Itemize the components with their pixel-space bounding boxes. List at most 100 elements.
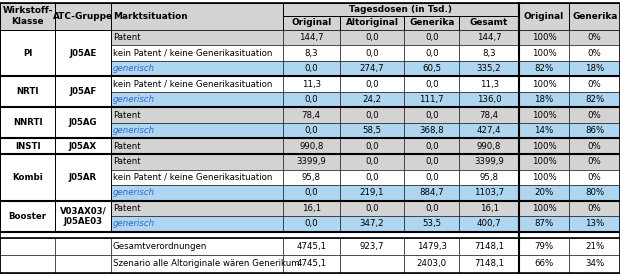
Text: 100%: 100% xyxy=(532,33,557,42)
Text: 1103,7: 1103,7 xyxy=(474,188,504,197)
Text: 16,1: 16,1 xyxy=(302,204,321,213)
Bar xyxy=(110,2,283,30)
Text: 0,0: 0,0 xyxy=(304,95,318,104)
Bar xyxy=(519,255,569,273)
Text: 18%: 18% xyxy=(585,64,604,73)
Bar xyxy=(55,170,110,185)
Text: 34%: 34% xyxy=(585,259,604,268)
Text: 0,0: 0,0 xyxy=(304,219,318,229)
Bar xyxy=(459,139,519,154)
Bar xyxy=(55,2,110,30)
Bar xyxy=(0,216,55,232)
Text: 0,0: 0,0 xyxy=(425,48,438,57)
Bar xyxy=(340,92,404,108)
Bar xyxy=(459,16,519,30)
Text: 0,0: 0,0 xyxy=(425,111,438,120)
Bar xyxy=(110,30,283,45)
Bar xyxy=(404,216,459,232)
Bar xyxy=(519,61,569,76)
Text: 0,0: 0,0 xyxy=(365,204,379,213)
Bar xyxy=(404,185,459,201)
Text: Generika: Generika xyxy=(572,12,618,21)
Text: 21%: 21% xyxy=(585,242,604,251)
Bar xyxy=(55,108,110,123)
Bar xyxy=(569,2,620,30)
Text: J05AF: J05AF xyxy=(69,87,97,96)
Bar xyxy=(340,154,404,170)
Bar xyxy=(283,154,340,170)
Text: 427,4: 427,4 xyxy=(477,126,502,135)
Text: generisch: generisch xyxy=(113,188,155,197)
Text: 7148,1: 7148,1 xyxy=(474,259,504,268)
Bar xyxy=(459,238,519,255)
Text: 4745,1: 4745,1 xyxy=(296,259,326,268)
Bar xyxy=(569,61,620,76)
Bar xyxy=(340,139,404,154)
Bar xyxy=(55,108,110,139)
Text: 0,0: 0,0 xyxy=(304,126,318,135)
Bar xyxy=(283,170,340,185)
Bar xyxy=(283,76,340,92)
Text: Kombi: Kombi xyxy=(12,173,43,182)
Bar xyxy=(340,108,404,123)
Text: J05AG: J05AG xyxy=(69,119,97,127)
Bar xyxy=(0,76,55,92)
Text: 4745,1: 4745,1 xyxy=(296,242,326,251)
Text: 58,5: 58,5 xyxy=(363,126,382,135)
Bar xyxy=(519,45,569,61)
Bar xyxy=(55,123,110,139)
Text: 0,0: 0,0 xyxy=(304,64,318,73)
Bar xyxy=(404,170,459,185)
Text: 990,8: 990,8 xyxy=(477,142,502,151)
Bar xyxy=(283,201,340,216)
Text: INSTI: INSTI xyxy=(15,142,40,151)
Bar xyxy=(404,61,459,76)
Text: 100%: 100% xyxy=(532,79,557,89)
Bar xyxy=(459,30,519,45)
Bar xyxy=(459,185,519,201)
Bar xyxy=(519,30,569,45)
Text: generisch: generisch xyxy=(113,126,155,135)
Text: 8,3: 8,3 xyxy=(482,48,496,57)
Bar xyxy=(0,108,55,139)
Text: 0,0: 0,0 xyxy=(425,142,438,151)
Bar xyxy=(55,154,110,201)
Bar xyxy=(404,154,459,170)
Text: Patent: Patent xyxy=(113,204,140,213)
Bar xyxy=(0,154,55,201)
Text: 3399,9: 3399,9 xyxy=(474,157,504,166)
Bar xyxy=(459,255,519,273)
Bar xyxy=(404,76,459,92)
Bar xyxy=(459,123,519,139)
Bar xyxy=(404,238,459,255)
Bar xyxy=(340,45,404,61)
Bar xyxy=(340,76,404,92)
Bar xyxy=(519,139,569,154)
Bar xyxy=(55,30,110,76)
Text: NNRTI: NNRTI xyxy=(13,119,43,127)
Bar xyxy=(569,45,620,61)
Text: PI: PI xyxy=(23,48,32,57)
Text: 18%: 18% xyxy=(534,95,554,104)
Bar xyxy=(0,30,55,76)
Text: 82%: 82% xyxy=(534,64,554,73)
Bar xyxy=(459,201,519,216)
Text: Original: Original xyxy=(524,12,564,21)
Text: 0%: 0% xyxy=(588,111,601,120)
Bar xyxy=(55,201,110,232)
Bar xyxy=(283,238,340,255)
Bar xyxy=(110,238,283,255)
Bar xyxy=(340,238,404,255)
Bar xyxy=(340,201,404,216)
Bar xyxy=(519,170,569,185)
Text: 79%: 79% xyxy=(534,242,554,251)
Bar xyxy=(55,76,110,92)
Bar xyxy=(283,216,340,232)
Text: Altoriginal: Altoriginal xyxy=(345,18,399,28)
Bar xyxy=(340,185,404,201)
Text: 95,8: 95,8 xyxy=(302,173,321,182)
Bar xyxy=(569,108,620,123)
Bar xyxy=(519,108,569,123)
Bar xyxy=(110,154,283,170)
Bar xyxy=(55,201,110,216)
